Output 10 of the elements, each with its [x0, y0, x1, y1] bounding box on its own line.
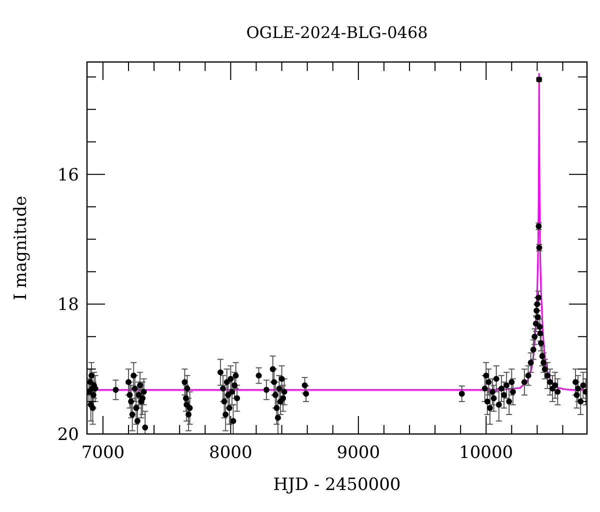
y-axis-title: I magnitude [11, 196, 31, 300]
x-tick-label: 10000 [459, 443, 514, 463]
y-tick-label: 20 [57, 424, 79, 445]
y-tick-label: 16 [57, 165, 79, 186]
chart-title: OGLE-2024-BLG-0468 [246, 23, 428, 42]
x-tick-label: 9000 [336, 443, 380, 463]
x-tick-label: 8000 [209, 443, 252, 463]
x-tick-label: 7000 [81, 443, 125, 463]
y-tick-label: 18 [57, 295, 79, 316]
x-axis-title: HJD - 2450000 [273, 475, 401, 495]
